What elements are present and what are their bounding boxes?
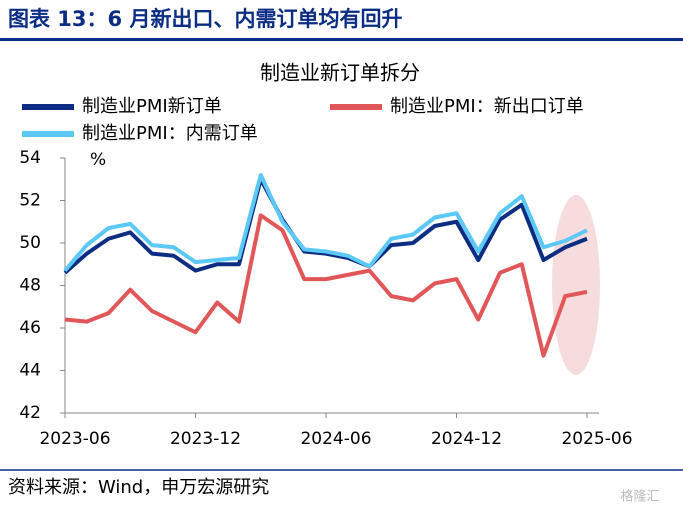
x-tick-label: 2024-06 [300, 429, 371, 449]
x-tick-label: 2025-06 [561, 429, 632, 449]
watermark: 格隆汇 [620, 489, 659, 505]
source: 资料来源：Wind，申万宏源研究 [8, 477, 269, 498]
y-tick-label: 52 [19, 191, 41, 211]
legend-label: 制造业PMI：新出口订单 [390, 96, 584, 117]
x-tick-label: 2024-12 [431, 429, 502, 449]
highlight [552, 195, 600, 375]
y-tick-label: 48 [19, 276, 41, 296]
y-tick-label: 42 [19, 403, 41, 423]
series-line [64, 213, 588, 358]
series-line [63, 173, 588, 272]
y-tick-label: 46 [19, 318, 41, 338]
unit-label: % [90, 150, 106, 170]
legend-label: 制造业PMI：内需订单 [82, 123, 258, 144]
y-tick-label: 44 [19, 361, 41, 381]
legend-label: 制造业PMI新订单 [82, 96, 222, 117]
header-title: 图表 13：6 月新出口、内需订单均有回升 [8, 7, 402, 31]
chart-title: 制造业新订单拆分 [260, 61, 420, 85]
x-tick-label: 2023-12 [170, 429, 241, 449]
y-tick-label: 54 [19, 148, 41, 168]
series-line [63, 177, 588, 275]
y-tick-label: 50 [19, 233, 41, 253]
header-rule [0, 38, 683, 41]
x-tick-label: 2023-06 [39, 429, 110, 449]
